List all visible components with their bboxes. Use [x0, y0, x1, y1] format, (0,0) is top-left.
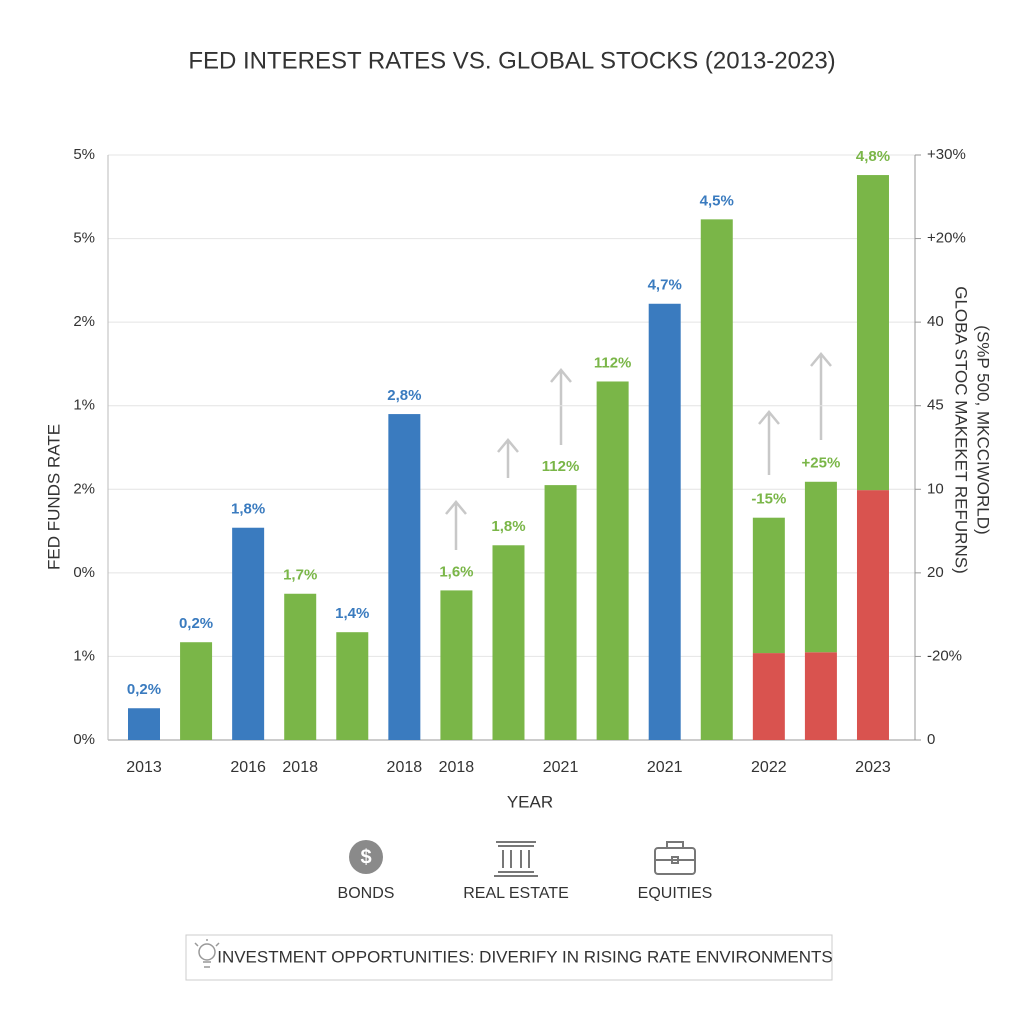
arrow [810, 352, 832, 440]
bar [336, 632, 369, 740]
y-tick-label: 5% [73, 230, 95, 247]
x-tick-label: 2022 [751, 759, 787, 776]
bar-label: 1,7% [283, 567, 317, 584]
y2-tick-label: 0 [927, 731, 935, 748]
footer-label: EQUITIES [638, 885, 713, 902]
bar [492, 545, 525, 740]
y-axis-label: FED FUNDS RATE [44, 424, 63, 570]
bar [440, 590, 473, 740]
equities-icon [654, 841, 696, 875]
x-tick-label: 2021 [543, 759, 579, 776]
bar-label: 0,2% [127, 681, 161, 698]
y2-tick-label: -20% [927, 647, 962, 664]
banner-text: INVESTMENT OPPORTUNITIES: DIVERIFY IN RI… [217, 947, 833, 966]
y-tick-label: 2% [73, 480, 95, 497]
bar-label: 0,2% [179, 615, 213, 632]
x-tick-label: 2021 [647, 759, 683, 776]
y2-tick-label: 40 [927, 313, 944, 330]
x-tick-label: 2018 [387, 759, 423, 776]
y2-tick-label: 45 [927, 397, 944, 414]
arrow [497, 438, 519, 478]
bar [180, 642, 213, 740]
bar [804, 652, 837, 740]
bonds-icon [349, 840, 383, 874]
y2-axis-label: (S%P 500, MKCCIWORLD) [974, 325, 993, 534]
dollar-sign: $ [360, 846, 371, 868]
x-tick-label: 2018 [439, 759, 475, 776]
bar [752, 653, 785, 740]
bar [128, 708, 160, 740]
y-tick-label: 1% [73, 397, 95, 414]
bar [752, 517, 785, 654]
icons: $ [349, 840, 696, 877]
footer-label: BONDS [338, 885, 395, 902]
bar-label: 2,8% [387, 387, 421, 404]
y-tick-label: 0% [73, 564, 95, 581]
y-tick-label: 2% [73, 313, 95, 330]
bar-label: 4,8% [856, 148, 890, 165]
bar-label: 1,6% [439, 563, 473, 580]
banner-box [185, 934, 833, 981]
bar [232, 527, 265, 740]
x-tick-label: 2023 [855, 759, 891, 776]
arrows [445, 352, 832, 550]
y2-tick-label: +20% [927, 230, 966, 247]
bulb-icon [194, 939, 220, 968]
bar-label: +25% [802, 455, 841, 472]
bar [648, 303, 681, 740]
footer-label: REAL ESTATE [463, 885, 569, 902]
y2-axis-label: GLOBA STOC MAKEKET REFURNS) [952, 286, 971, 574]
bar [700, 219, 733, 741]
bar [856, 175, 889, 491]
bar [388, 414, 421, 740]
bar-label: 4,5% [700, 192, 734, 209]
bar [284, 593, 317, 740]
y2-tick-label: 10 [927, 480, 944, 497]
x-tick-label: 2018 [282, 759, 318, 776]
x-tick-label: 2013 [126, 759, 162, 776]
y2-tick-label: +30% [927, 146, 966, 163]
bar-label: 4,7% [648, 277, 682, 294]
bar-label: 112% [594, 354, 632, 371]
y-tick-label: 5% [73, 146, 95, 163]
y-tick-label: 0% [73, 731, 95, 748]
bar [596, 381, 629, 740]
bar-label: 1,8% [491, 518, 525, 535]
real-estate-icon [494, 841, 538, 877]
chart-title: FED INTEREST RATES VS. GLOBAL STOCKS (20… [188, 47, 835, 74]
bar [544, 485, 577, 740]
x-axis-label: YEAR [507, 792, 553, 811]
y2-tick-label: 20 [927, 564, 944, 581]
x-tick-label: 2016 [230, 759, 266, 776]
arrow [550, 368, 572, 445]
arrow [758, 410, 780, 475]
bar-label: 1,4% [335, 605, 369, 622]
bar-label: -15% [751, 491, 786, 508]
bar [856, 490, 889, 740]
bar-label: 1,8% [231, 501, 265, 518]
y-tick-label: 1% [73, 647, 95, 664]
arrow [445, 500, 467, 550]
bar [804, 481, 837, 653]
bar-label: 112% [542, 458, 580, 475]
